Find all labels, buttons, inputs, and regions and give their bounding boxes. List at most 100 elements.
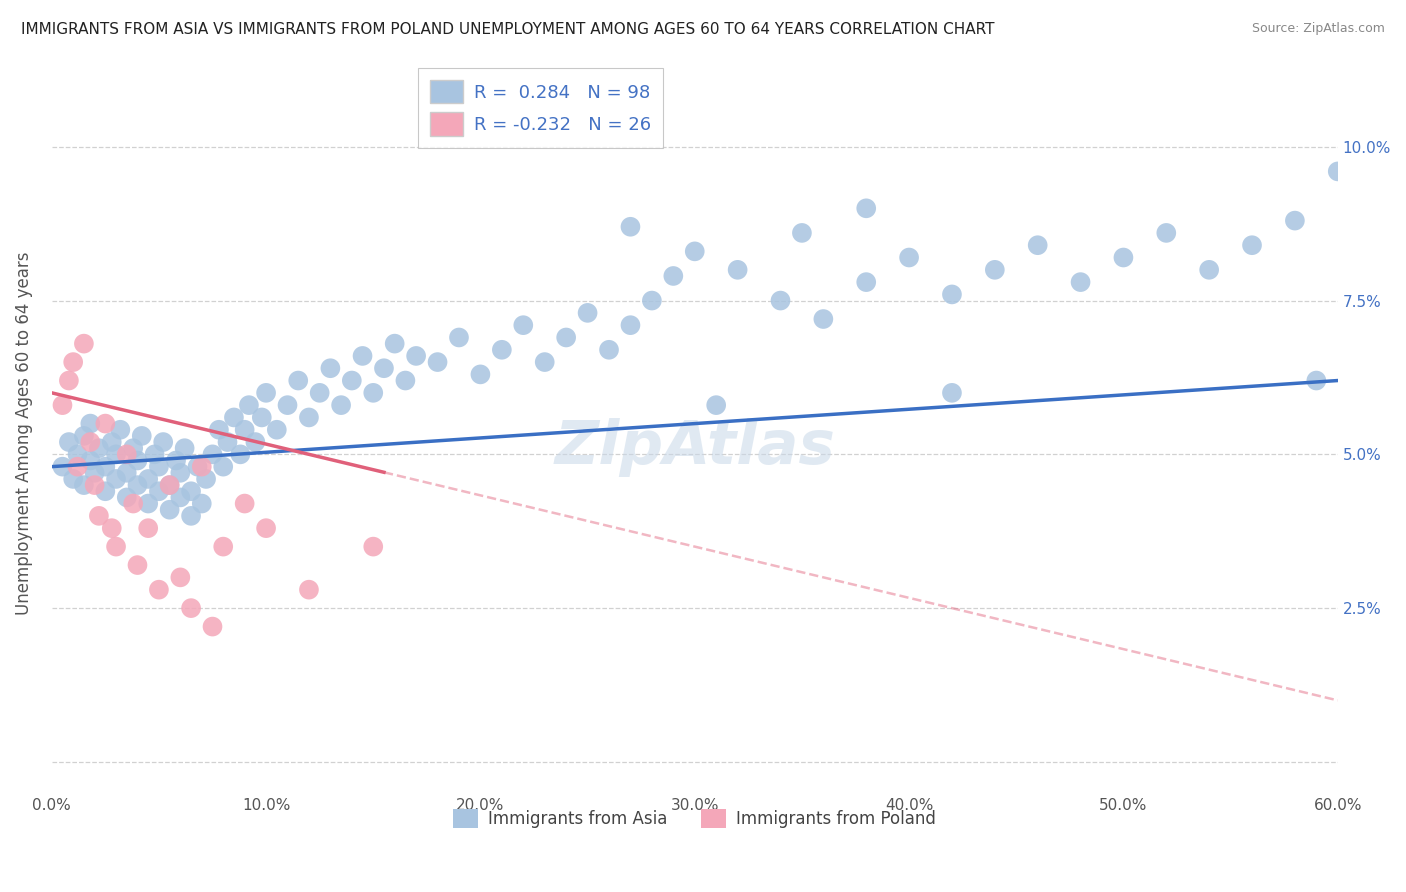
Point <box>790 226 813 240</box>
Point <box>1156 226 1178 240</box>
Legend: Immigrants from Asia, Immigrants from Poland: Immigrants from Asia, Immigrants from Po… <box>447 803 942 835</box>
Point <box>1112 251 1135 265</box>
Point <box>813 312 835 326</box>
Point <box>361 385 384 400</box>
Point <box>254 521 277 535</box>
Point <box>173 441 195 455</box>
Point <box>136 472 159 486</box>
Point <box>555 330 578 344</box>
Point <box>66 447 89 461</box>
Point <box>105 447 128 461</box>
Point <box>122 497 145 511</box>
Point <box>212 459 235 474</box>
Point <box>619 219 641 234</box>
Point <box>131 429 153 443</box>
Point <box>1284 213 1306 227</box>
Point <box>143 447 166 461</box>
Point <box>855 275 877 289</box>
Point <box>191 497 214 511</box>
Point <box>136 521 159 535</box>
Point <box>201 447 224 461</box>
Point <box>115 491 138 505</box>
Point <box>491 343 513 357</box>
Point <box>73 429 96 443</box>
Point <box>83 466 105 480</box>
Point <box>352 349 374 363</box>
Point <box>62 472 84 486</box>
Point <box>229 447 252 461</box>
Point <box>361 540 384 554</box>
Point <box>727 262 749 277</box>
Point <box>769 293 792 308</box>
Point <box>266 423 288 437</box>
Point <box>73 478 96 492</box>
Point <box>373 361 395 376</box>
Point <box>201 619 224 633</box>
Point <box>105 540 128 554</box>
Point <box>619 318 641 333</box>
Point <box>148 582 170 597</box>
Text: Source: ZipAtlas.com: Source: ZipAtlas.com <box>1251 22 1385 36</box>
Point <box>576 306 599 320</box>
Point <box>340 374 363 388</box>
Point <box>169 466 191 480</box>
Point <box>58 374 80 388</box>
Point <box>233 423 256 437</box>
Point <box>100 435 122 450</box>
Point <box>470 368 492 382</box>
Point <box>984 262 1007 277</box>
Point <box>79 453 101 467</box>
Point <box>191 459 214 474</box>
Point <box>598 343 620 357</box>
Point <box>1240 238 1263 252</box>
Text: IMMIGRANTS FROM ASIA VS IMMIGRANTS FROM POLAND UNEMPLOYMENT AMONG AGES 60 TO 64 : IMMIGRANTS FROM ASIA VS IMMIGRANTS FROM … <box>21 22 994 37</box>
Point <box>233 497 256 511</box>
Point <box>287 374 309 388</box>
Point <box>51 459 73 474</box>
Point <box>447 330 470 344</box>
Point <box>51 398 73 412</box>
Point <box>87 441 110 455</box>
Point <box>180 508 202 523</box>
Point <box>165 453 187 467</box>
Point <box>1326 164 1348 178</box>
Point <box>1305 374 1327 388</box>
Point <box>110 423 132 437</box>
Point <box>1198 262 1220 277</box>
Point <box>186 459 208 474</box>
Point <box>394 374 416 388</box>
Point <box>152 435 174 450</box>
Point <box>159 478 181 492</box>
Point <box>148 484 170 499</box>
Point <box>83 478 105 492</box>
Point <box>94 417 117 431</box>
Point <box>245 435 267 450</box>
Point <box>62 355 84 369</box>
Point <box>217 435 239 450</box>
Point <box>384 336 406 351</box>
Text: ZipAtlas: ZipAtlas <box>554 417 835 476</box>
Point <box>180 484 202 499</box>
Point <box>941 385 963 400</box>
Point <box>426 355 449 369</box>
Point <box>1026 238 1049 252</box>
Point <box>254 385 277 400</box>
Point <box>127 478 149 492</box>
Point <box>169 491 191 505</box>
Point <box>105 472 128 486</box>
Point <box>276 398 298 412</box>
Point <box>94 484 117 499</box>
Point <box>195 472 218 486</box>
Point <box>87 508 110 523</box>
Point <box>66 459 89 474</box>
Point <box>79 435 101 450</box>
Point <box>512 318 534 333</box>
Point <box>73 336 96 351</box>
Point <box>222 410 245 425</box>
Point <box>308 385 330 400</box>
Point <box>159 502 181 516</box>
Point <box>250 410 273 425</box>
Y-axis label: Unemployment Among Ages 60 to 64 years: Unemployment Among Ages 60 to 64 years <box>15 251 32 615</box>
Point <box>298 410 321 425</box>
Point <box>662 268 685 283</box>
